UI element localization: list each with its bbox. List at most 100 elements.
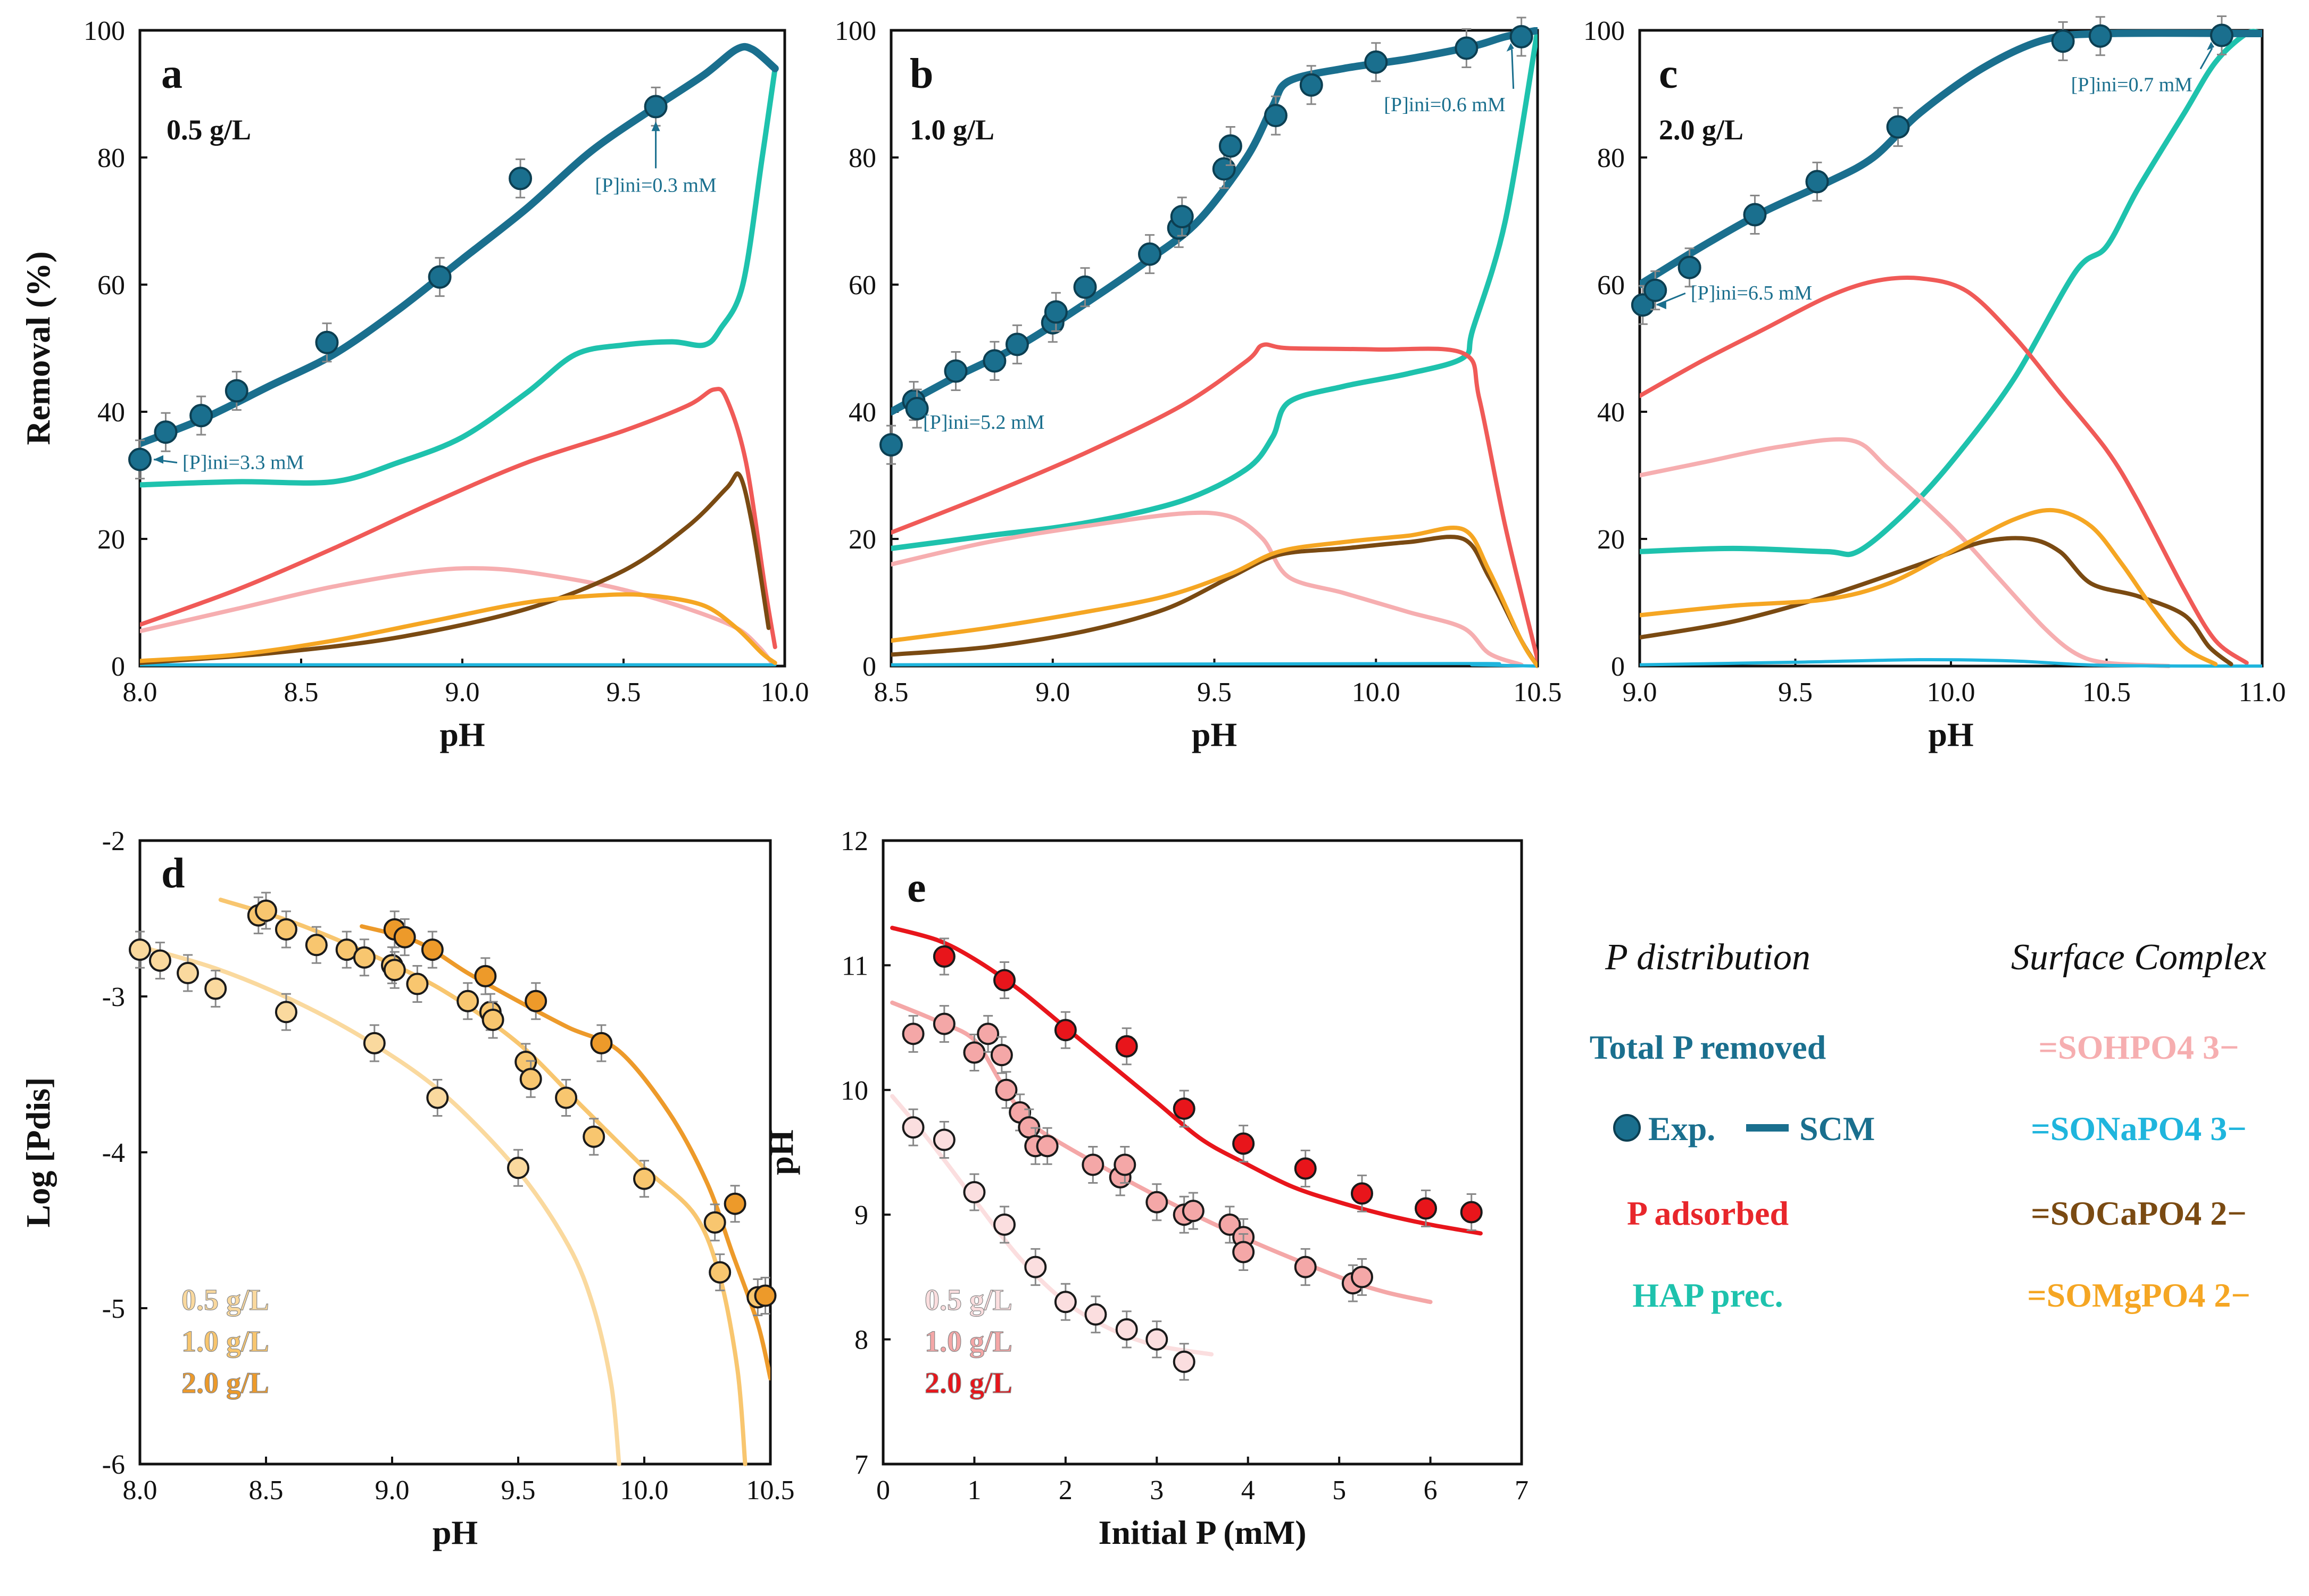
data-point [421,938,444,961]
series-lines [891,27,1538,668]
legend: P distribution Surface Complex Total P r… [1590,937,2266,1314]
data-point [2088,24,2112,48]
y-tick-label: 80 [849,143,876,173]
series-line--somgpo4-2- [1640,508,2218,667]
y-tick-label: 60 [849,270,876,301]
dose-label: 2.0 g/L [1659,114,1743,146]
data-point [315,330,339,354]
x-tick-label: 7 [1515,1475,1529,1506]
series-line-p-adsorbed [140,387,777,650]
x-tick-label: 8.5 [874,677,909,708]
data-point [393,926,416,949]
data-point [456,990,479,1012]
data-point [1415,1197,1437,1220]
model-curve-2-0-g-L [360,924,770,1381]
y-tick-label: 60 [1597,270,1625,301]
series-line-hap-prec- [891,28,1538,551]
data-point [1115,1318,1138,1341]
data-point [590,1032,613,1054]
x-tick-label: 9.5 [1197,677,1232,708]
model-curve-2-0-g-L [890,926,1483,1236]
legend-scm-label: SCM [1799,1110,1875,1148]
x-tick-label: 9.0 [445,677,480,708]
data-point [1145,1191,1168,1213]
data-point [1351,1266,1373,1289]
y-tick-label: 12 [841,826,868,857]
data-point [879,433,903,457]
series-lines [1640,29,2262,668]
x-tick-label: 10.0 [620,1475,669,1506]
data-point [1218,134,1242,158]
x-tick-label: 8.5 [284,677,319,708]
data-point [963,1041,986,1064]
annotation-arrowhead [1506,43,1514,52]
data-point [1643,278,1667,302]
x-axis-label: Initial P (mM) [1098,1514,1306,1551]
data-point [177,962,200,985]
data-point [1145,1328,1168,1351]
data-point [1170,205,1194,229]
data-point [189,404,213,428]
dose-legend-label: 1.0 g/L [181,1325,269,1358]
data-point [1024,1256,1047,1278]
data-point [129,938,151,961]
data-point [363,1032,386,1054]
series-line-total-p-removed-scm- [140,43,779,447]
panel-c: 9.0 9.5 10.0 10.5 11.0 0 20 40 60 80 100 pH c 2.0 g/L… [1583,15,2286,753]
y-tick-label: -2 [102,826,125,857]
data-point [481,1008,504,1031]
data-point [2210,23,2233,47]
legend-sohpo4: =SOHPO4 3− [2039,1028,2239,1066]
series-line-p-adsorbed [891,342,1538,662]
data-point [154,420,178,444]
annotation-arrowhead [2206,41,2214,51]
x-axis-label: pH [1192,716,1237,753]
series-line--somgpo4-2- [140,592,777,665]
data-point [255,899,277,922]
data-point [1351,1182,1373,1205]
data-point [1073,275,1097,299]
data-point [709,1261,732,1284]
data-point [148,949,171,972]
data-point [1460,1201,1483,1224]
panel-letter: b [910,51,934,97]
data-point [1138,242,1161,266]
data-point [204,977,227,1000]
data-point [426,1086,449,1109]
data-point [1294,1256,1317,1278]
x-axis-label: pH [433,1514,478,1551]
data-point [933,945,956,968]
y-tick-label: 40 [849,397,876,428]
data-point [383,959,406,982]
plot-frame [882,839,1523,1466]
data-point [963,1181,986,1204]
series-line--somgpo4-2- [891,525,1538,668]
y-tick-label: 80 [97,143,125,173]
y-tick-label: 100 [835,16,876,46]
data-point [1218,1213,1241,1236]
data-point [633,1167,655,1190]
legend-exp-label: Exp. [1648,1110,1715,1148]
y-axis-label: Log [Pdis] [19,1077,57,1228]
y-axis-label: pH [762,1129,800,1175]
y-tick-label: 20 [849,525,876,555]
annotation-label: [P]ini=0.6 mM [1384,94,1505,116]
data-point [1264,104,1288,128]
x-tick-label: 1 [967,1475,981,1506]
x-tick-label: 10.0 [1352,677,1400,708]
x-tick-label: 5 [1332,1475,1346,1506]
data-point [1631,293,1655,317]
dose-legend-label: 0.5 g/L [925,1284,1012,1317]
dose-legend-label: 2.0 g/L [925,1367,1012,1400]
x-tick-label: 9.0 [375,1475,410,1506]
series-line-hap-prec- [140,65,778,488]
data-point [1743,203,1767,227]
annotation-label: [P]ini=0.7 mM [2071,74,2192,96]
data-point [555,1086,578,1109]
x-tick-label: 11.0 [2238,677,2286,708]
series-line--sohpo4-3- [891,510,1524,667]
y-tick-label: -5 [102,1294,125,1324]
data-point [583,1125,605,1148]
